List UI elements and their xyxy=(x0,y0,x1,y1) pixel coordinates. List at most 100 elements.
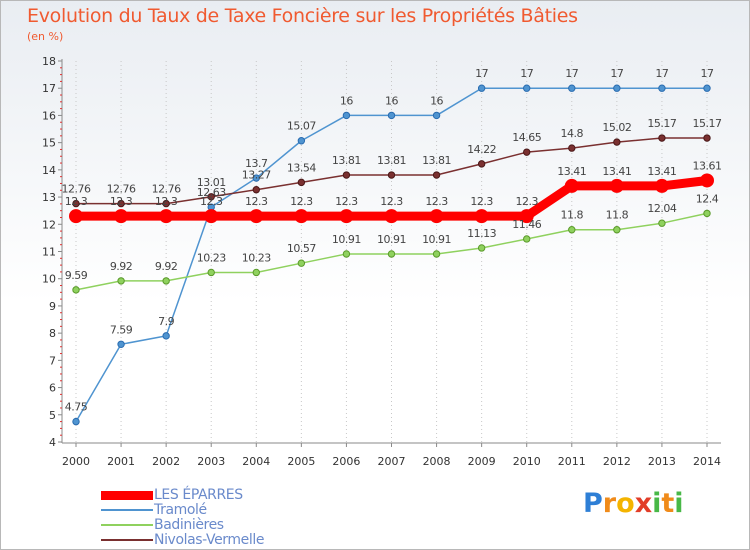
legend-swatch-badinieres xyxy=(101,524,153,526)
data-label: 17 xyxy=(565,67,578,80)
data-point xyxy=(252,174,260,182)
data-label: 12.3 xyxy=(515,195,538,208)
data-label: 17 xyxy=(520,67,533,80)
data-point xyxy=(252,186,260,194)
data-point xyxy=(613,226,621,234)
data-label: 13.41 xyxy=(602,165,631,178)
data-point xyxy=(613,138,621,146)
legend-item-badinieres: Badinières xyxy=(101,517,224,533)
x-tick-label: 2013 xyxy=(648,455,676,468)
data-point xyxy=(387,250,396,258)
y-tick-label: 6 xyxy=(49,382,56,395)
data-label: 17 xyxy=(655,67,668,80)
data-point xyxy=(72,199,80,208)
x-tick-label: 2014 xyxy=(693,455,721,468)
data-point xyxy=(207,268,215,277)
data-point xyxy=(523,148,531,156)
data-point xyxy=(658,219,666,227)
y-tick-label: 16 xyxy=(42,109,56,122)
logo-letter: i xyxy=(674,488,684,519)
y-tick-label: 4 xyxy=(49,436,56,449)
data-label: 10.91 xyxy=(422,233,451,246)
data-point xyxy=(204,209,219,224)
data-label: 12.4 xyxy=(696,192,719,205)
legend-label-badinieres: Badinières xyxy=(154,517,224,533)
data-label: 11.8 xyxy=(561,209,584,222)
data-point xyxy=(297,259,306,267)
x-tick-label: 2009 xyxy=(468,455,496,468)
data-point xyxy=(162,277,170,285)
y-tick-label: 15 xyxy=(42,137,56,150)
data-label: 7.9 xyxy=(158,315,174,328)
x-tick-label: 2006 xyxy=(332,455,360,468)
data-point xyxy=(523,84,531,92)
data-label: 14.22 xyxy=(467,143,496,156)
data-point xyxy=(117,199,125,208)
data-point xyxy=(342,250,351,258)
x-tick-label: 2011 xyxy=(558,455,586,468)
data-label: 10.57 xyxy=(287,242,316,255)
y-tick-label: 14 xyxy=(42,164,56,177)
data-label: 13.81 xyxy=(377,154,406,167)
data-label: 4.75 xyxy=(65,401,88,414)
data-point xyxy=(162,332,170,340)
data-point xyxy=(72,286,80,294)
x-tick-label: 2000 xyxy=(62,455,90,468)
data-label: 10.91 xyxy=(377,233,406,246)
data-label: 12.3 xyxy=(290,195,313,208)
legend-swatch-tramole xyxy=(101,509,153,511)
legend-label-les-eparres: LES ÉPARRES xyxy=(154,487,243,503)
data-label: 15.17 xyxy=(647,117,676,130)
data-label: 12.3 xyxy=(425,195,448,208)
data-label: 12.3 xyxy=(245,195,268,208)
data-point xyxy=(72,417,80,426)
data-point xyxy=(477,84,486,92)
data-point xyxy=(162,199,170,208)
y-tick-label: 13 xyxy=(42,191,56,204)
data-label: 13.7 xyxy=(245,157,268,170)
data-point xyxy=(519,209,534,224)
logo-letter: o xyxy=(616,488,635,519)
legend-item-tramole: Tramolé xyxy=(101,502,207,518)
y-tick-label: 10 xyxy=(42,273,56,286)
y-tick-label: 9 xyxy=(49,300,56,313)
data-label: 15.07 xyxy=(287,120,316,133)
data-point xyxy=(703,84,711,92)
logo-letter: r xyxy=(602,488,617,519)
data-label: 16 xyxy=(340,94,353,107)
data-label: 13.41 xyxy=(647,165,676,178)
data-point xyxy=(474,209,489,224)
y-tick-label: 5 xyxy=(49,409,56,422)
data-label: 13.81 xyxy=(332,154,361,167)
y-tick-label: 17 xyxy=(42,82,56,95)
legend-item-les-eparres: LES ÉPARRES xyxy=(101,487,243,503)
data-point xyxy=(117,277,125,285)
data-point xyxy=(252,268,260,277)
chart-title: Evolution du Taux de Taxe Foncière sur l… xyxy=(27,5,578,27)
data-label: 10.23 xyxy=(197,251,226,264)
x-tick-label: 2001 xyxy=(107,455,135,468)
data-label: 12.3 xyxy=(65,195,88,208)
data-point xyxy=(159,209,174,224)
data-point xyxy=(477,160,486,168)
data-label: 14.65 xyxy=(512,131,541,144)
data-label: 17 xyxy=(610,67,623,80)
data-point xyxy=(249,209,264,224)
y-tick-label: 7 xyxy=(49,354,56,367)
data-point xyxy=(432,250,441,258)
data-label: 16 xyxy=(385,94,398,107)
data-label: 11.13 xyxy=(467,227,496,240)
data-label: 13.27 xyxy=(242,169,271,182)
y-tick-label: 11 xyxy=(42,246,56,259)
data-point xyxy=(297,137,306,145)
data-point xyxy=(342,111,351,120)
proxiti-logo: Proxiti xyxy=(583,488,684,519)
data-point xyxy=(568,226,576,234)
data-point xyxy=(387,111,396,120)
data-point xyxy=(658,134,666,142)
data-label: 12.3 xyxy=(200,195,223,208)
legend-swatch-les-eparres xyxy=(101,490,153,500)
data-label: 16 xyxy=(430,94,443,107)
y-tick-label: 8 xyxy=(49,327,56,340)
